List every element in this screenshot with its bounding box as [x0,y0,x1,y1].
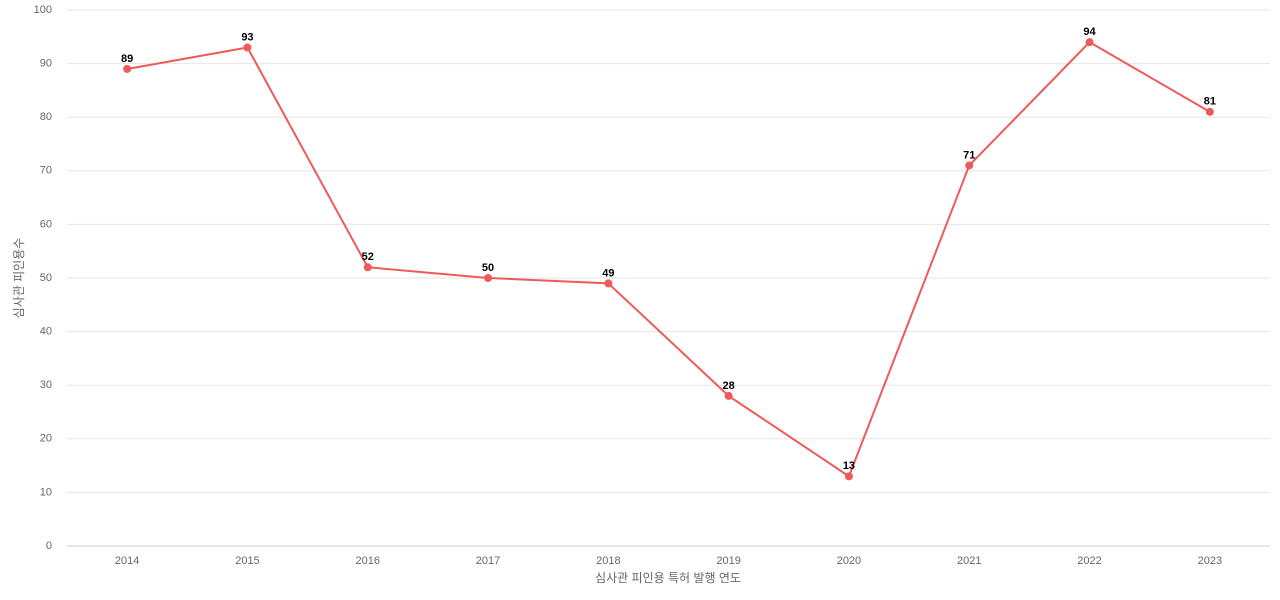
x-axis-title: 심사관 피인용 특허 발행 연도 [595,570,741,585]
x-tick-label: 2015 [235,555,259,567]
y-tick-label: 100 [34,4,52,16]
data-label: 89 [121,53,133,65]
data-point [965,161,974,170]
data-point [484,274,493,282]
data-label: 13 [843,460,855,472]
data-point [123,64,132,73]
y-tick-label: 20 [40,433,52,445]
data-point [243,43,252,52]
data-label: 93 [241,31,253,43]
data-point [844,472,853,481]
data-point [724,391,733,400]
data-line [126,40,1211,478]
data-label: 50 [482,262,494,274]
y-tick-label: 50 [40,272,52,284]
x-tick-label: 2020 [837,555,861,567]
data-label: 52 [362,251,374,263]
x-tick-label: 2016 [356,555,380,567]
y-tick-label: 40 [40,326,52,338]
x-tick-label: 2021 [957,555,981,567]
y-tick-label: 90 [40,58,52,70]
y-axis-title: 심사관 피인용수 [12,238,26,319]
data-point [363,263,372,272]
y-tick-label: 10 [40,486,52,498]
data-point [604,279,613,288]
y-tick-label: 80 [40,111,52,123]
data-label: 71 [963,149,975,161]
x-tick-label: 2022 [1077,555,1101,567]
data-point [1205,107,1214,116]
x-tick-label: 2017 [476,555,500,567]
data-label: 49 [602,267,614,279]
data-point [1085,38,1094,47]
x-tick-label: 2014 [115,555,139,567]
y-tick-label: 30 [40,379,52,391]
x-tick-label: 2023 [1198,555,1222,567]
y-tick-label: 70 [40,165,52,177]
y-tick-label: 60 [40,218,52,230]
data-label: 28 [723,380,735,392]
data-label: 94 [1083,26,1096,38]
x-tick-label: 2019 [716,555,740,567]
data-label: 81 [1204,96,1216,108]
y-tick-label: 0 [46,540,52,552]
x-tick-label: 2018 [596,555,620,567]
